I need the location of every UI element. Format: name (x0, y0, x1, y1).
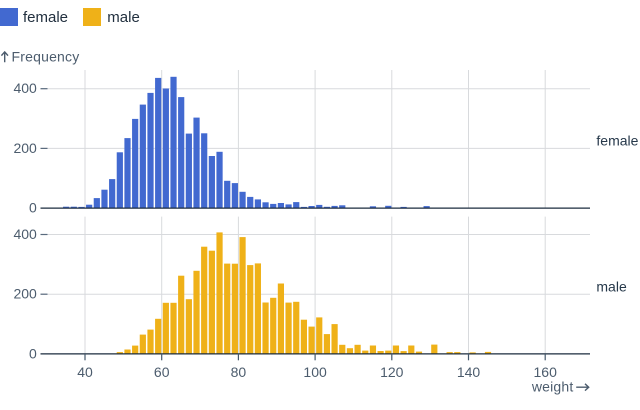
svg-text:400: 400 (13, 226, 37, 242)
svg-text:60: 60 (154, 364, 170, 380)
svg-text:0: 0 (29, 200, 37, 216)
svg-text:80: 80 (231, 364, 247, 380)
svg-text:400: 400 (13, 80, 37, 96)
svg-text:0: 0 (29, 345, 37, 361)
svg-text:female: female (23, 9, 68, 26)
svg-text:female: female (596, 132, 638, 148)
svg-text:100: 100 (303, 364, 327, 380)
svg-text:male: male (596, 279, 627, 295)
svg-text:120: 120 (380, 364, 404, 380)
svg-text:Frequency: Frequency (12, 48, 80, 64)
svg-text:140: 140 (457, 364, 481, 380)
svg-text:200: 200 (13, 286, 37, 302)
svg-text:weight: weight (531, 378, 574, 394)
svg-text:male: male (107, 9, 140, 26)
svg-text:160: 160 (534, 364, 558, 380)
svg-text:40: 40 (77, 364, 93, 380)
svg-text:200: 200 (13, 140, 37, 156)
